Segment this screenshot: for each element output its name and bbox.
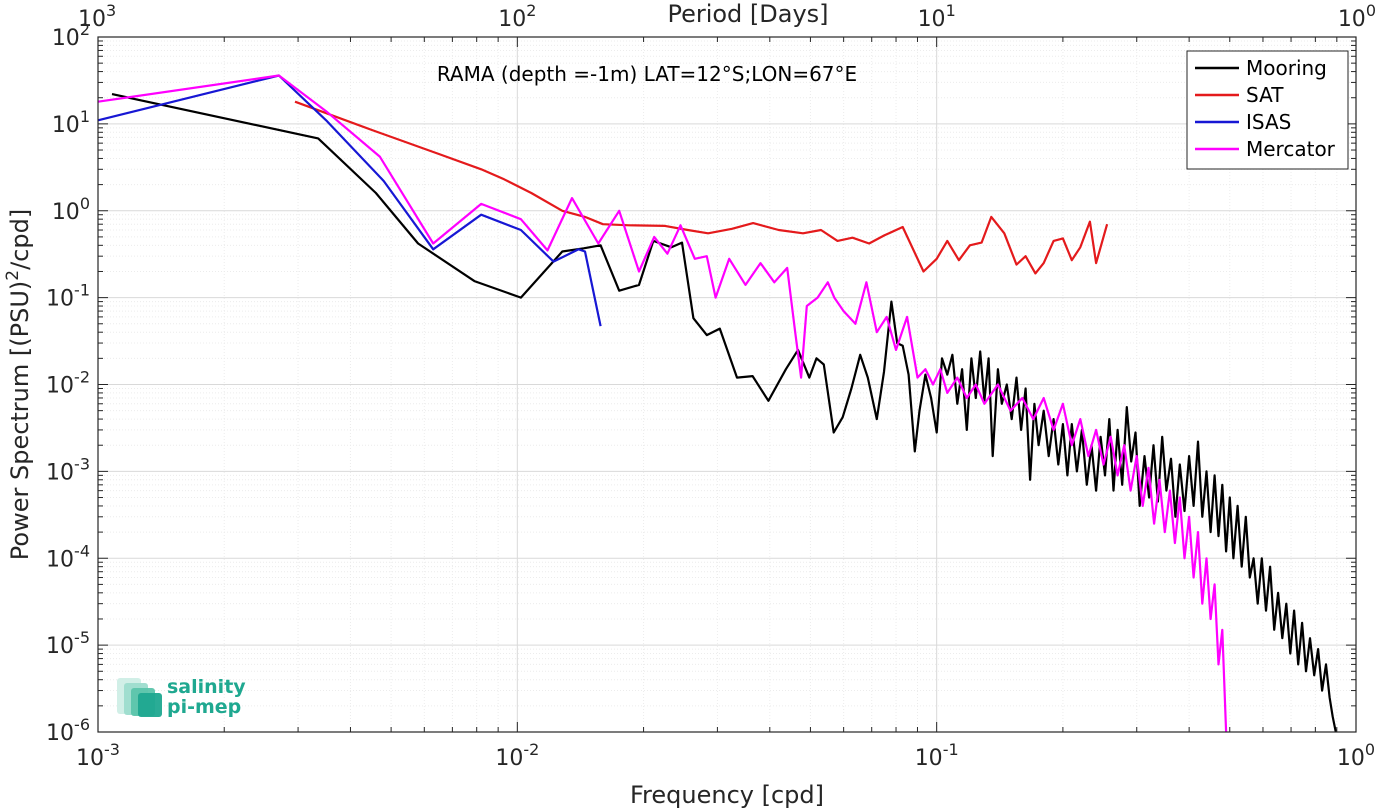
legend-label-mercator: Mercator — [1246, 137, 1336, 161]
legend-label-isas: ISAS — [1246, 110, 1291, 134]
top-tick-label: 103 — [78, 1, 116, 32]
y-axis-title: Power Spectrum [(PSU)2/cpd] — [3, 209, 34, 560]
chart-annotation: RAMA (depth =-1m) LAT=12°S;LON=67°E — [437, 62, 857, 86]
y-tick-label: 10-5 — [46, 628, 90, 659]
legend: Mooring SAT ISAS Mercator — [1186, 50, 1349, 170]
top-axis-title: Period [Days] — [667, 0, 828, 28]
y-tick-label: 102 — [52, 20, 90, 51]
series-line-mercator — [97, 74, 1228, 733]
series-line-mooring — [111, 93, 1337, 733]
y-tick-label: 101 — [52, 107, 90, 138]
x-tick-label: 10-2 — [495, 740, 539, 771]
y-tick-label: 10-3 — [46, 454, 90, 485]
y-tick-label: 100 — [52, 194, 90, 225]
y-tick-label: 10-6 — [46, 715, 90, 746]
y-tick-label: 10-1 — [46, 281, 90, 312]
legend-label-mooring: Mooring — [1246, 56, 1327, 80]
y-tick-label: 10-2 — [46, 368, 90, 399]
logo-layer — [138, 693, 162, 717]
logo-mark-icon — [117, 678, 162, 717]
top-tick-label: 101 — [918, 1, 956, 32]
series-line-isas — [97, 74, 602, 327]
logo-text-line1: salinity — [167, 676, 246, 698]
logo-text-line2: pi-mep — [167, 696, 241, 718]
legend-label-sat: SAT — [1246, 83, 1284, 107]
y-tick-label: 10-4 — [46, 541, 90, 572]
top-tick-label: 102 — [498, 1, 536, 32]
top-tick-label: 100 — [1338, 1, 1376, 32]
x-tick-label: 10-1 — [915, 740, 959, 771]
x-axis-title: Frequency [cpd] — [630, 781, 824, 809]
x-tick-label: 100 — [1337, 740, 1375, 771]
x-tick-label: 10-3 — [76, 740, 120, 771]
series-lines — [97, 74, 1337, 733]
salinity-pi-mep-logo: salinity pi-mep — [117, 676, 246, 718]
